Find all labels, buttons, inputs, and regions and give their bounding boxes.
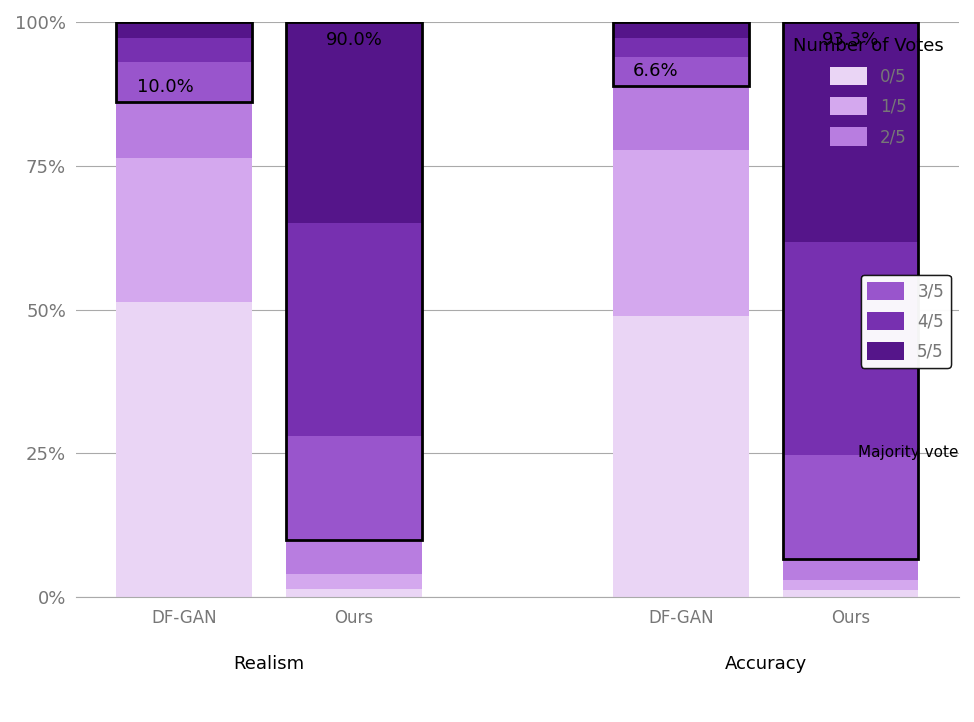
Bar bbox=[117, 62, 252, 102]
Text: 10.0%: 10.0% bbox=[136, 78, 194, 96]
Bar bbox=[286, 223, 422, 436]
Bar bbox=[613, 316, 749, 597]
Text: 93.3%: 93.3% bbox=[822, 30, 880, 48]
Text: Majority vote: Majority vote bbox=[858, 445, 959, 460]
Bar bbox=[782, 559, 918, 580]
Bar bbox=[117, 38, 252, 62]
Bar bbox=[613, 22, 749, 86]
Bar bbox=[117, 102, 252, 158]
Bar bbox=[782, 243, 918, 455]
Text: Accuracy: Accuracy bbox=[725, 655, 806, 673]
Bar bbox=[613, 150, 749, 316]
Bar bbox=[117, 22, 252, 102]
Bar bbox=[286, 588, 422, 597]
Text: Realism: Realism bbox=[234, 655, 305, 673]
Bar bbox=[117, 158, 252, 302]
Bar bbox=[613, 38, 749, 57]
Legend: 3/5, 4/5, 5/5: 3/5, 4/5, 5/5 bbox=[861, 275, 951, 367]
Bar bbox=[286, 574, 422, 588]
Bar bbox=[613, 86, 749, 150]
Bar bbox=[117, 302, 252, 597]
Bar bbox=[286, 436, 422, 540]
Bar bbox=[613, 22, 749, 38]
Bar bbox=[782, 580, 918, 591]
Bar bbox=[286, 22, 422, 223]
Bar bbox=[782, 22, 918, 243]
Bar bbox=[286, 540, 422, 574]
Bar bbox=[782, 455, 918, 559]
Bar bbox=[782, 22, 918, 559]
Bar bbox=[613, 57, 749, 86]
Bar bbox=[286, 22, 422, 540]
Text: 6.6%: 6.6% bbox=[633, 62, 679, 80]
Bar bbox=[117, 22, 252, 38]
Text: 90.0%: 90.0% bbox=[325, 30, 383, 48]
Bar bbox=[782, 591, 918, 597]
